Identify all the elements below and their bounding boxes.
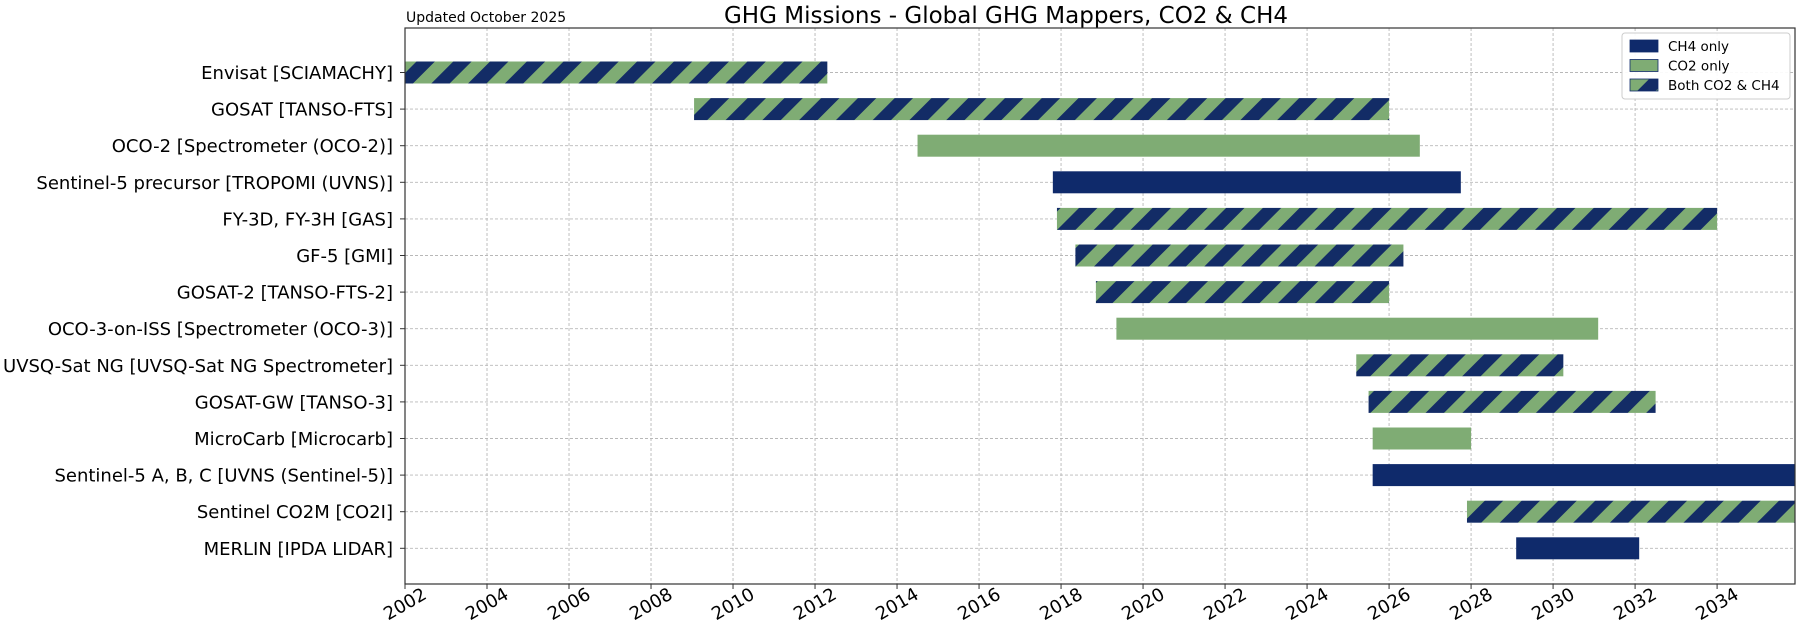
x-tick-label: 2030 [1528,584,1578,625]
mission-label: Envisat [SCIAMACHY] [201,63,393,84]
plot-frame [404,27,1796,585]
legend-box [1621,32,1791,100]
legend-swatch-both [1629,78,1659,92]
mission-labels: Envisat [SCIAMACHY] GOSAT [TANSO-FTS] OCO-… [3,63,405,560]
x-tick-label: 2010 [708,584,758,625]
mission-label: Sentinel-5 A, B, C [UVNS (Sentinel-5)] [54,466,393,487]
mission-label: GF-5 [GMI] [296,246,393,267]
bar-oco-3-on-iss-spectrometer-oco-3 [1116,317,1599,340]
x-tick-label: 2004 [462,584,512,625]
mission-label: OCO-2 [Spectrometer (OCO-2)] [112,136,393,157]
legend-label-ch4: CH4 only [1668,39,1729,55]
x-tick-label: 2026 [1364,584,1414,625]
mission-label: GOSAT-GW [TANSO-3] [195,392,393,413]
updated-note: Updated October 2025 [406,10,566,26]
mission-label: Sentinel-5 precursor [TROPOMI (UVNS)] [36,173,393,194]
x-tick-label: 2002 [380,584,430,625]
x-tick-label: 2018 [1036,584,1086,625]
mission-label: GOSAT-2 [TANSO-FTS-2] [177,283,393,304]
x-tick-label: 2032 [1610,584,1660,625]
x-tick-label: 2028 [1446,584,1496,625]
bar-gosat-tanso-fts [694,98,1390,121]
bar-gosat-2-tanso-fts-2 [1095,281,1390,304]
legend-swatch-co2 [1629,59,1659,72]
bar-merlin-ipda-lidar [1516,537,1640,560]
bar-uvsq-sat-ng-uvsq-sat-ng-spectrometer [1356,354,1564,377]
mission-label: OCO-3-on-ISS [Spectrometer (OCO-3)] [48,319,393,340]
x-tick-label: 2020 [1118,584,1168,625]
bar-envisat-sciamachy [405,61,828,84]
x-tick-label: 2034 [1692,584,1742,625]
bar-fy-3d-fy-3h-gas [1056,207,1718,230]
bar-microcarb-microcarb [1372,427,1472,450]
x-tick-label: 2022 [1200,584,1250,625]
bar-gf-5-gmi [1075,244,1404,267]
legend: CH4 only CO2 only Both CO2 & CH4 [1621,32,1791,100]
bar-sentinel-5-a-b-c-uvns-sentinel-5 [1372,464,1795,487]
x-axis-ticks: 2002 2004 2006 2008 2010 2012 2014 2016 2018 2020… [380,584,1742,625]
x-tick-label: 2016 [954,584,1004,625]
bar-sentinel-co2m-co2i [1466,500,1795,523]
bar-gosat-gw-tanso-3 [1368,390,1656,413]
legend-label-both: Both CO2 & CH4 [1668,78,1780,94]
mission-label: UVSQ-Sat NG [UVSQ-Sat NG Spectrometer] [3,356,393,377]
bar-sentinel-5-precursor-tropomi-uvns [1052,171,1461,194]
x-tick-label: 2006 [544,584,594,625]
bar-oco-2-spectrometer-oco-2 [917,134,1420,157]
mission-label: GOSAT [TANSO-FTS] [211,100,393,121]
mission-label: MERLIN [IPDA LIDAR] [204,539,393,560]
x-tick-label: 2024 [1282,584,1332,625]
x-tick-label: 2012 [790,584,840,625]
legend-label-co2: CO2 only [1668,59,1730,75]
legend-swatch-ch4 [1629,39,1659,53]
x-tick-label: 2014 [872,584,922,625]
chart-title: GHG Missions - Global GHG Mappers, CO2 &… [724,3,1288,29]
x-tick-label: 2008 [626,584,676,625]
mission-label: FY-3D, FY-3H [GAS] [222,209,393,230]
mission-label: Sentinel CO2M [CO2I] [197,502,393,523]
mission-bars [405,61,1795,560]
mission-label: MicroCarb [Microcarb] [194,429,393,450]
